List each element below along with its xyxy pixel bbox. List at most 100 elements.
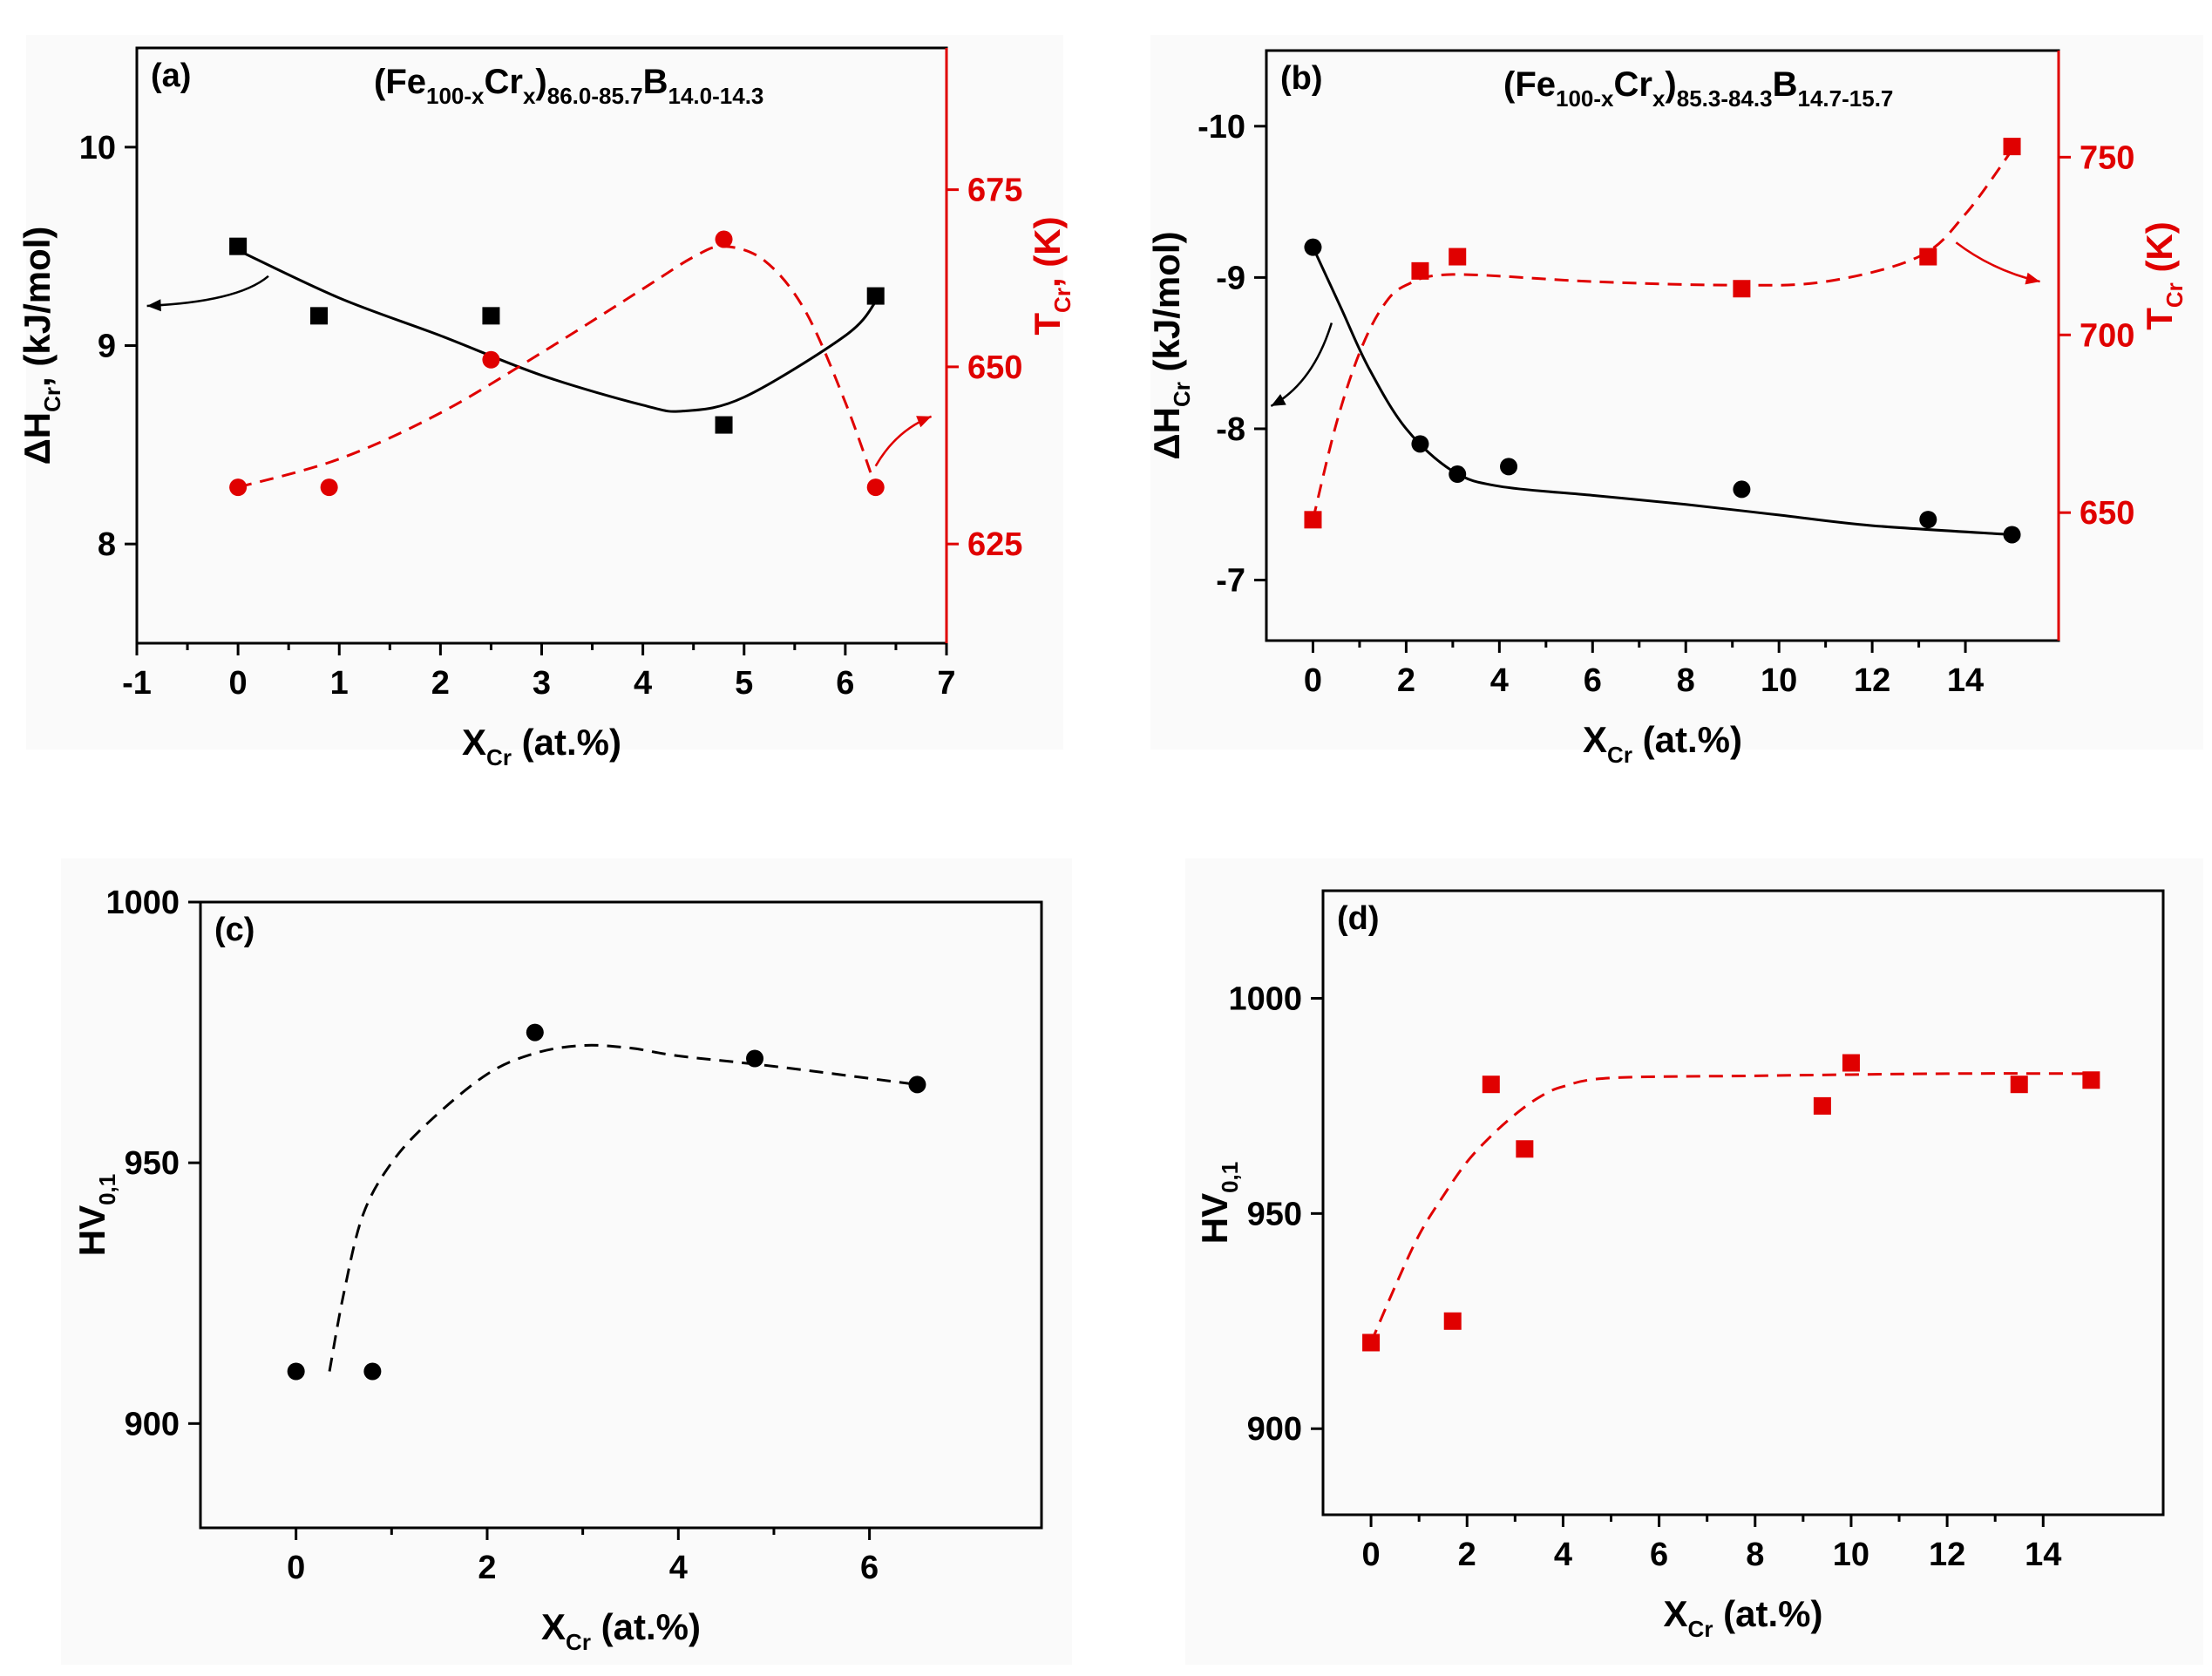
y-axis-title-main: ΔH [1146,407,1187,460]
formula-part: (Fe [1503,65,1556,104]
plot-area-frame [199,900,1043,1530]
y-tick-label: -9 [1216,260,1245,296]
x-tick-label: 2 [1458,1537,1476,1573]
data-point [1449,465,1467,484]
y-tick-label: 900 [125,1406,180,1442]
x-axis-title-sub: Cr [1607,742,1632,768]
y-axis-title: ΔHCr (kJ/mol) [1146,231,1195,459]
formula-part: B [643,63,668,101]
y2-axis-title-sub: Cr [1049,288,1075,313]
data-point [715,230,733,248]
x-tick-label: 6 [1584,662,1602,699]
y-axis-title: HV0,1 [71,1174,120,1257]
fit-curve-right [1312,149,2013,520]
formula-part: Cr [485,63,523,101]
data-point [1362,1333,1381,1352]
y2-axis-title-main: T [2139,308,2180,330]
y2-axis-title-main: T [1027,313,1068,336]
x-tick-label: 2 [431,665,450,702]
y2-tick-label: 750 [2080,139,2134,176]
y2-tick-label: 675 [967,173,1022,209]
data-point [866,287,885,305]
data-point [1919,511,1937,529]
data-point [1411,435,1429,453]
x-tick-label: 0 [1362,1537,1381,1573]
x-axis-title-unit: (at.%) [512,722,621,763]
formula-part: ) [535,63,546,101]
x-axis-title-main: X [1583,719,1607,760]
data-point [310,307,329,325]
fit-curve-right [237,245,878,489]
x-axis-title-unit: (at.%) [1632,719,1742,760]
chart-panel-c: 0 2 4 6 900 950 1000 XCr (at.%) HV0,1 (c) [61,858,1072,1665]
x-axis-title-main: X [541,1606,566,1647]
y-tick-label: 900 [1247,1411,1302,1448]
x-tick-label: 5 [735,665,753,702]
y-axis-title-sub: 0,1 [1217,1162,1243,1193]
data-point [1443,1312,1462,1330]
data-point [746,1049,764,1068]
x-tick-label: 4 [1554,1537,1572,1573]
data-point [1516,1140,1534,1158]
x-tick-label: 1 [330,665,349,702]
x-tick-label: 0 [1304,662,1322,699]
y-tick-label: 10 [79,130,116,166]
annotation-arrow [146,275,269,308]
y-axis-title-sub: Cr [1169,382,1195,407]
y-tick-label: -7 [1216,563,1245,600]
data-point [1411,261,1429,280]
x-tick-label: 8 [1746,1537,1764,1573]
formula-part: Cr [1614,65,1652,104]
panel-background [1185,858,2203,1665]
formula-subscript: x [1652,85,1666,112]
data-point [229,478,248,497]
y-axis-title-sub: Cr [39,387,65,412]
y-tick-label: 9 [98,329,116,365]
panel-label: (b) [1280,60,1323,97]
x-tick-label: 6 [836,665,854,702]
chart-panel-d: 0 2 4 6 8 10 12 14 900 950 1000 XCr (at.%) HV0,1 (d) [1185,858,2203,1665]
x-tick-label: 0 [229,665,248,702]
x-tick-label: 10 [1833,1537,1869,1573]
x-tick-label: 14 [1947,662,1984,699]
x-tick-label: 12 [1854,662,1890,699]
y-axis-title-main: HV [71,1205,112,1256]
y-axis-title-main: HV [1194,1193,1235,1244]
formula-part: ) [1665,65,1676,104]
formula-part: (Fe [374,63,426,101]
y-axis-title-main: ΔH [17,412,58,465]
formula-part: B [1773,65,1798,104]
x-axis-title-sub: Cr [1688,1616,1713,1642]
data-point [1733,480,1751,499]
panel-background [26,35,1063,750]
x-axis-title: XCr (at.%) [541,1606,701,1655]
x-tick-label: 0 [287,1550,305,1586]
data-point [482,307,500,325]
x-tick-label: 4 [669,1550,688,1586]
y2-tick-label: 650 [967,349,1022,386]
x-tick-label: 12 [1929,1537,1965,1573]
data-point [287,1362,305,1381]
y2-tick-label: 650 [2080,495,2134,532]
data-point [1919,248,1937,266]
data-point [1813,1096,1831,1115]
data-point [1482,1075,1500,1094]
y2-axis-title: TCr, (K) [1027,216,1075,335]
x-tick-label: 7 [937,665,955,702]
formula-subscript: 14.7-15.7 [1798,85,1894,112]
annotation-arrowhead [146,299,161,312]
x-tick-label: -1 [122,665,152,702]
y-tick-label: -8 [1216,411,1245,448]
data-point [1304,238,1322,256]
x-axis-title-sub: Cr [486,744,512,770]
x-tick-label: 3 [533,665,551,702]
panel-background [1150,35,2203,750]
y-tick-label: 8 [98,526,116,563]
fit-curve-left [1369,1072,2092,1344]
y-axis-title-unit: , (kJ/mol) [17,227,58,387]
panel-label: (d) [1337,900,1380,937]
data-point [2082,1071,2100,1089]
formula-subscript: 86.0-85.7 [547,83,643,109]
